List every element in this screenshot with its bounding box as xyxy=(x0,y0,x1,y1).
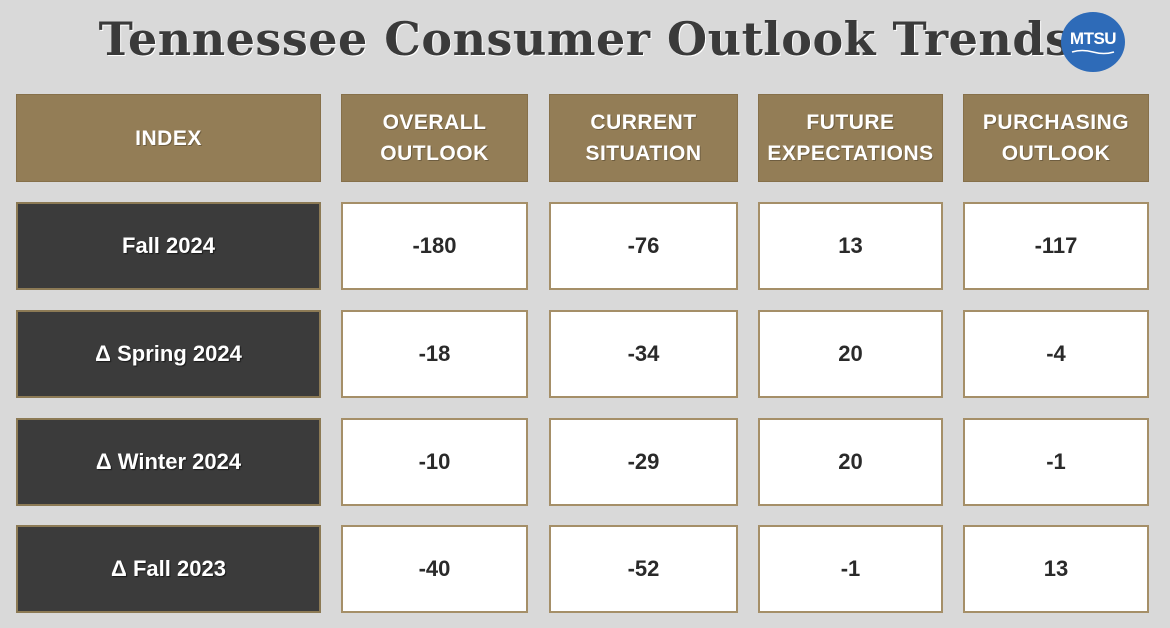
row-label-winter-2024: Δ Winter 2024 xyxy=(16,418,321,506)
header-label-line2: OUTLOOK xyxy=(1001,142,1111,165)
cell-purchasing-outlook: -4 xyxy=(963,310,1149,398)
cell-purchasing-outlook: -117 xyxy=(963,202,1149,290)
cell-purchasing-outlook: 13 xyxy=(963,525,1149,613)
header-index: INDEX xyxy=(16,94,321,182)
row-label-fall-2024: Fall 2024 xyxy=(16,202,321,290)
cell-purchasing-outlook: -1 xyxy=(963,418,1149,506)
header-label-line2: EXPECTATIONS xyxy=(767,142,934,165)
cell-overall-outlook: -18 xyxy=(341,310,528,398)
header-label-line1: PURCHASING xyxy=(982,111,1130,134)
cell-future-expectations: 20 xyxy=(758,418,943,506)
cell-current-situation: -76 xyxy=(549,202,738,290)
header-label-line1: OVERALL xyxy=(382,111,487,134)
header-current-situation: CURRENT SITUATION xyxy=(549,94,738,182)
page-title: Tennessee Consumer Outlook Trends xyxy=(0,8,1170,70)
mtsu-logo: MTSU xyxy=(1061,12,1125,72)
title-text: Tennessee Consumer Outlook Trends xyxy=(98,12,1072,66)
header-label-line2: SITUATION xyxy=(585,142,702,165)
header-future-expectations: FUTURE EXPECTATIONS xyxy=(758,94,943,182)
cell-current-situation: -52 xyxy=(549,525,738,613)
cell-future-expectations: 20 xyxy=(758,310,943,398)
cell-overall-outlook: -180 xyxy=(341,202,528,290)
header-purchasing-outlook: PURCHASING OUTLOOK xyxy=(963,94,1149,182)
cell-future-expectations: 13 xyxy=(758,202,943,290)
row-label-fall-2023: Δ Fall 2023 xyxy=(16,525,321,613)
row-label-spring-2024: Δ Spring 2024 xyxy=(16,310,321,398)
header-overall-outlook: OVERALL OUTLOOK xyxy=(341,94,528,182)
header-label-line1: CURRENT xyxy=(590,111,697,134)
wave-icon xyxy=(1071,49,1115,54)
cell-overall-outlook: -40 xyxy=(341,525,528,613)
header-label-line2: OUTLOOK xyxy=(380,142,489,165)
header-label-line1: FUTURE xyxy=(806,111,895,134)
cell-current-situation: -29 xyxy=(549,418,738,506)
header-label: INDEX xyxy=(135,126,202,150)
cell-current-situation: -34 xyxy=(549,310,738,398)
logo-text: MTSU xyxy=(1069,28,1117,48)
cell-overall-outlook: -10 xyxy=(341,418,528,506)
cell-future-expectations: -1 xyxy=(758,525,943,613)
